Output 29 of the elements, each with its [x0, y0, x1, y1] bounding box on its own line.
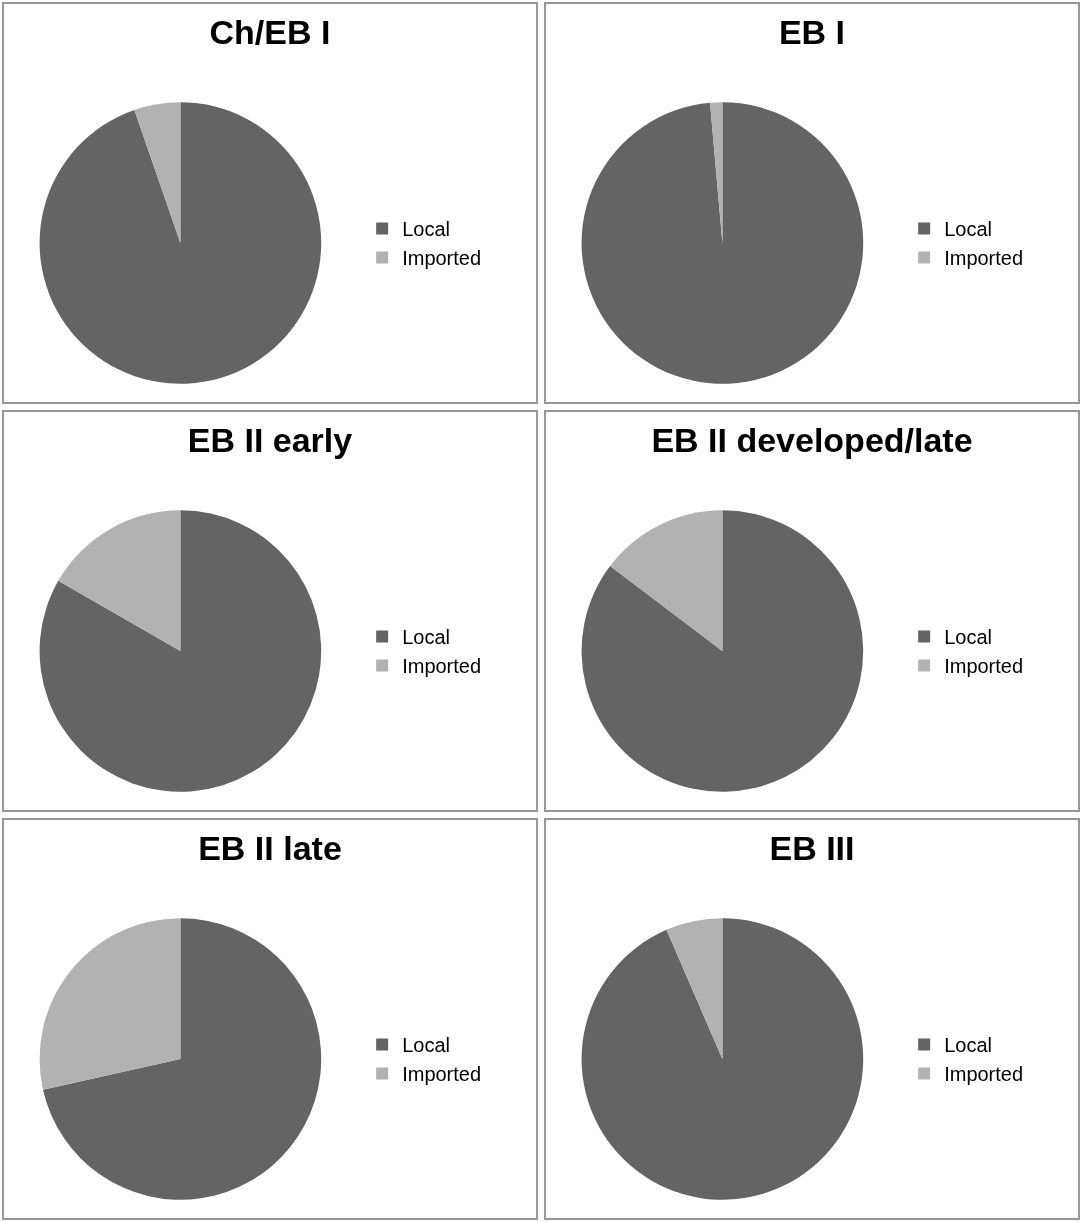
pie-slice: [581, 102, 864, 384]
legend-label: Local: [944, 1034, 992, 1057]
chart-title: EB III: [769, 828, 855, 867]
legend-label: Local: [402, 218, 450, 241]
pie-slice: [39, 102, 322, 384]
legend-label: Imported: [944, 1063, 1024, 1086]
pie-slice: [39, 918, 181, 1090]
pie-slice: [42, 918, 322, 1200]
legend-label: Imported: [402, 655, 482, 678]
chart-title: EB I: [778, 12, 846, 51]
pie-slice: [581, 510, 864, 792]
chart-title: EB II late: [198, 828, 342, 867]
legend-label: Imported: [402, 1063, 482, 1086]
pie-slice: [134, 102, 181, 243]
chart-title: EB II early: [187, 420, 353, 459]
legend-label: Local: [944, 218, 992, 241]
pie-slice: [666, 918, 723, 1059]
legend-label: Imported: [944, 655, 1024, 678]
chart-title: Ch/EB I: [209, 12, 331, 51]
legend-label: Local: [402, 626, 450, 649]
pie-slice: [58, 510, 181, 651]
legend-label: Imported: [402, 247, 482, 270]
legend-label: Local: [944, 626, 992, 649]
pie-slice: [610, 510, 723, 651]
pie-slice: [581, 918, 864, 1200]
legend-label: Imported: [944, 247, 1024, 270]
legend-label: Local: [402, 1034, 450, 1057]
chart-title: EB II developed/late: [651, 420, 973, 459]
pie-slice: [39, 510, 322, 792]
